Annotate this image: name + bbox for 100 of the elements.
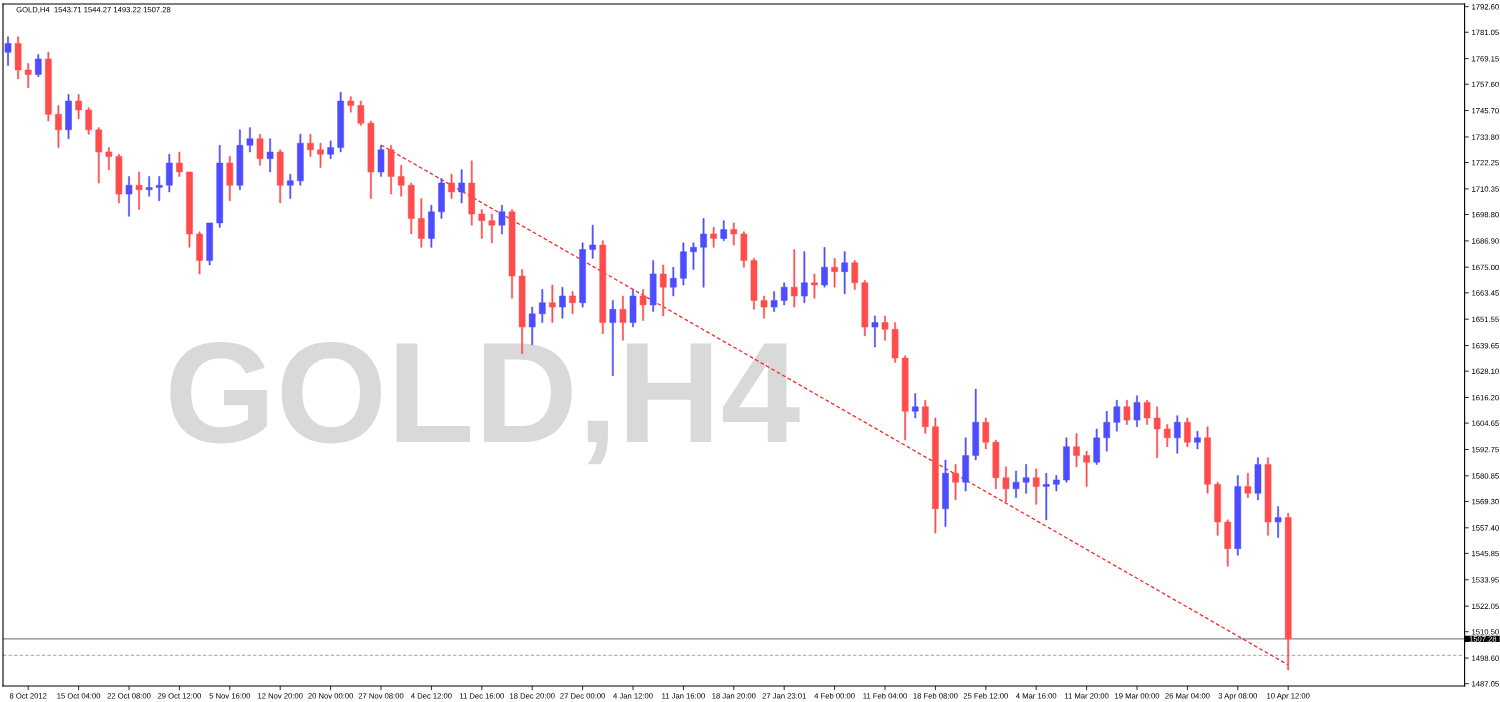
candlestick bbox=[1194, 430, 1201, 450]
candlestick bbox=[629, 289, 637, 328]
candlestick bbox=[599, 240, 607, 334]
candlestick bbox=[700, 218, 707, 288]
candlestick bbox=[24, 63, 32, 89]
candlestick bbox=[569, 291, 576, 315]
candlestick bbox=[1103, 410, 1111, 452]
candlestick bbox=[327, 140, 334, 159]
candlestick bbox=[559, 286, 566, 319]
candlestick bbox=[982, 417, 990, 450]
candlestick bbox=[55, 105, 62, 148]
candlestick bbox=[1174, 415, 1181, 454]
candlestick bbox=[135, 171, 143, 210]
candlestick bbox=[811, 273, 818, 299]
candlestick bbox=[4, 36, 12, 66]
candlestick bbox=[14, 36, 22, 80]
candlestick bbox=[256, 134, 264, 166]
candlestick bbox=[407, 182, 415, 235]
candlestick bbox=[276, 149, 284, 204]
candlestick bbox=[508, 209, 516, 299]
candlestick bbox=[488, 213, 496, 244]
candlestick bbox=[317, 142, 324, 168]
candlestick bbox=[901, 355, 909, 441]
candlestick bbox=[1042, 473, 1050, 521]
candlestick bbox=[448, 173, 455, 199]
candlestick bbox=[670, 266, 677, 297]
candlestick bbox=[1133, 395, 1141, 428]
candlestick bbox=[85, 107, 92, 135]
candlestick bbox=[1214, 481, 1221, 536]
candlestick bbox=[922, 399, 929, 434]
candlestick bbox=[730, 222, 738, 246]
candlestick bbox=[1244, 473, 1252, 498]
candlestick bbox=[911, 393, 919, 419]
candlestick bbox=[942, 459, 949, 527]
candlestick bbox=[176, 151, 183, 177]
candlestick bbox=[1264, 457, 1272, 536]
candlestick bbox=[115, 153, 123, 204]
candlestick bbox=[861, 280, 869, 337]
candlestick bbox=[619, 295, 627, 341]
candlestick bbox=[418, 198, 425, 248]
candlestick bbox=[347, 96, 355, 113]
candlestick bbox=[821, 247, 828, 288]
candlestick bbox=[1163, 424, 1171, 447]
candlestick bbox=[428, 204, 435, 248]
candlestick bbox=[186, 171, 193, 248]
candlestick bbox=[1083, 450, 1090, 487]
candlestick bbox=[226, 156, 234, 202]
candlestick bbox=[1073, 433, 1080, 467]
candlestick bbox=[478, 209, 486, 239]
candlestick bbox=[891, 322, 899, 363]
candlestick bbox=[549, 284, 556, 323]
candlestick bbox=[367, 120, 375, 199]
candlestick bbox=[770, 291, 778, 312]
candlestick bbox=[1063, 437, 1070, 483]
candlestick bbox=[1184, 417, 1191, 447]
candlestick bbox=[498, 204, 506, 235]
candlestick bbox=[357, 100, 365, 126]
candlestick bbox=[881, 315, 889, 341]
candlestick bbox=[720, 220, 728, 241]
candlestick bbox=[458, 169, 465, 204]
candlestick bbox=[337, 91, 344, 153]
candlestick bbox=[1032, 468, 1040, 505]
candlestick bbox=[1012, 470, 1020, 498]
candlestick bbox=[266, 138, 274, 173]
candlestick bbox=[397, 165, 405, 197]
candlestick bbox=[145, 176, 153, 197]
candlestick bbox=[95, 127, 103, 184]
candlestick bbox=[387, 145, 395, 195]
candlestick bbox=[750, 258, 758, 310]
candlestick bbox=[1204, 426, 1211, 494]
candlestick bbox=[34, 54, 42, 77]
candlestick bbox=[468, 160, 476, 226]
candlestick bbox=[972, 388, 980, 461]
candlestick bbox=[1274, 506, 1282, 538]
candlestick bbox=[1113, 399, 1121, 432]
candlestick bbox=[649, 260, 657, 312]
candlestick bbox=[166, 153, 173, 193]
candlestick bbox=[1224, 519, 1232, 567]
candlestick bbox=[307, 134, 314, 157]
candlestick bbox=[236, 129, 244, 190]
candlestick bbox=[297, 134, 304, 186]
candlestick bbox=[690, 242, 697, 270]
candlestick bbox=[1254, 457, 1262, 501]
candlestick bbox=[155, 176, 163, 202]
candlestick bbox=[851, 260, 859, 290]
candlestick bbox=[1002, 466, 1010, 503]
candlestick bbox=[246, 127, 254, 153]
candlestick bbox=[206, 222, 213, 266]
candlestick bbox=[1284, 512, 1292, 671]
candlestick bbox=[1234, 475, 1242, 556]
candlestick bbox=[1093, 428, 1100, 465]
candlestick bbox=[579, 242, 586, 308]
candlestick bbox=[377, 145, 385, 177]
candlestick bbox=[952, 464, 959, 501]
candlestick bbox=[760, 295, 768, 319]
candlestick bbox=[538, 289, 546, 323]
candlestick bbox=[831, 258, 838, 288]
candlestick bbox=[286, 173, 294, 199]
candlestick bbox=[65, 94, 72, 139]
candlestick bbox=[780, 282, 788, 306]
